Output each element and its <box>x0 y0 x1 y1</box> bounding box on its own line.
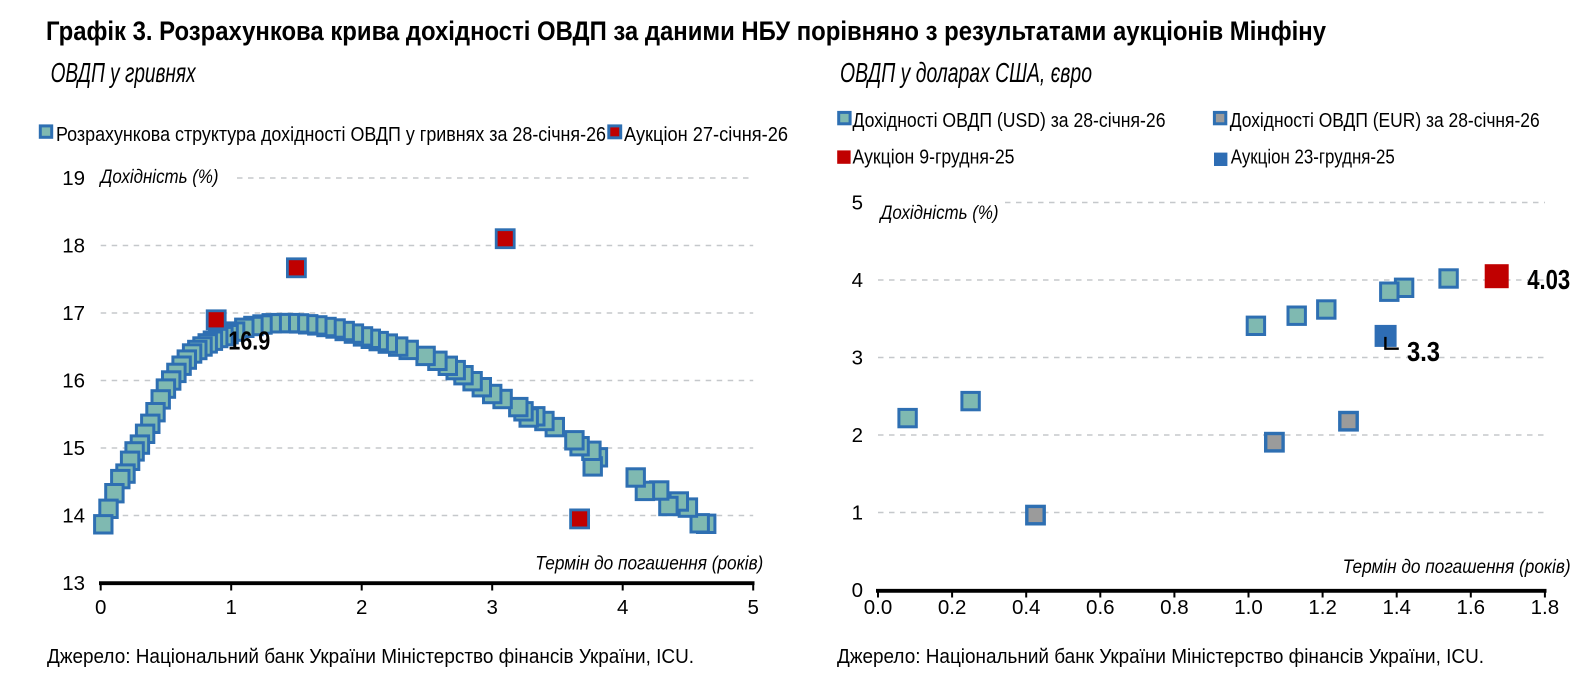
svg-text:14: 14 <box>62 505 85 528</box>
svg-text:1: 1 <box>225 596 236 619</box>
svg-text:4: 4 <box>852 269 863 292</box>
svg-text:Термін до погашення (років): Термін до погашення (років) <box>535 553 763 575</box>
svg-text:16: 16 <box>62 370 85 393</box>
svg-text:3: 3 <box>486 596 497 619</box>
svg-text:19: 19 <box>62 167 85 190</box>
svg-text:Дохідності ОВДП (USD) за 28-сі: Дохідності ОВДП (USD) за 28-січня-26 <box>853 109 1166 132</box>
svg-text:Джерело: Національний банк Укр: Джерело: Національний банк України Мініс… <box>837 646 1484 668</box>
svg-text:ОВДП у гривнях: ОВДП у гривнях <box>51 57 197 88</box>
svg-text:2: 2 <box>356 596 367 619</box>
svg-text:Джерело: Національний банк Укр: Джерело: Національний банк України Мініс… <box>47 646 694 668</box>
svg-text:13: 13 <box>62 572 85 595</box>
svg-text:0.8: 0.8 <box>1160 596 1189 619</box>
svg-text:5: 5 <box>747 596 758 619</box>
svg-text:1.6: 1.6 <box>1457 596 1486 619</box>
svg-text:Дохідності ОВДП (EUR) за 28-сі: Дохідності ОВДП (EUR) за 28-січня-26 <box>1230 109 1540 132</box>
svg-text:2: 2 <box>852 424 863 447</box>
svg-text:Розрахункова структура дохідно: Розрахункова структура дохідності ОВДП у… <box>56 123 606 146</box>
svg-text:Дохідність (%): Дохідність (%) <box>879 202 999 224</box>
svg-text:17: 17 <box>62 302 85 325</box>
svg-text:18: 18 <box>62 235 85 258</box>
svg-text:1.2: 1.2 <box>1308 596 1337 619</box>
svg-text:16.9: 16.9 <box>228 326 270 356</box>
svg-text:4: 4 <box>617 596 628 619</box>
svg-text:Аукціон 23-грудня-25: Аукціон 23-грудня-25 <box>1231 146 1395 169</box>
svg-text:0.2: 0.2 <box>938 596 967 619</box>
svg-text:15: 15 <box>62 437 85 460</box>
svg-text:1.0: 1.0 <box>1234 596 1263 619</box>
svg-text:Графік 3. Розрахункова крива д: Графік 3. Розрахункова крива дохідності … <box>46 16 1326 46</box>
svg-text:0.0: 0.0 <box>864 596 893 619</box>
svg-text:0: 0 <box>852 579 863 602</box>
svg-text:5: 5 <box>852 192 863 215</box>
svg-text:1.8: 1.8 <box>1531 596 1560 619</box>
svg-text:0.4: 0.4 <box>1012 596 1041 619</box>
svg-text:4.03: 4.03 <box>1527 264 1570 295</box>
svg-text:1: 1 <box>852 502 863 525</box>
svg-text:Аукціон 27-січня-26: Аукціон 27-січня-26 <box>624 123 788 146</box>
svg-text:0: 0 <box>95 596 106 619</box>
svg-text:Аукціон 9-грудня-25: Аукціон 9-грудня-25 <box>853 146 1015 169</box>
svg-text:0.6: 0.6 <box>1086 596 1115 619</box>
svg-text:Термін до погашення (років): Термін до погашення (років) <box>1343 556 1571 578</box>
svg-text:ОВДП у доларах США, євро: ОВДП у доларах США, євро <box>840 57 1092 88</box>
svg-text:3.3: 3.3 <box>1407 336 1440 367</box>
svg-text:3: 3 <box>852 347 863 370</box>
svg-text:1.4: 1.4 <box>1382 596 1411 619</box>
svg-text:Дохідність (%): Дохідність (%) <box>99 166 219 188</box>
